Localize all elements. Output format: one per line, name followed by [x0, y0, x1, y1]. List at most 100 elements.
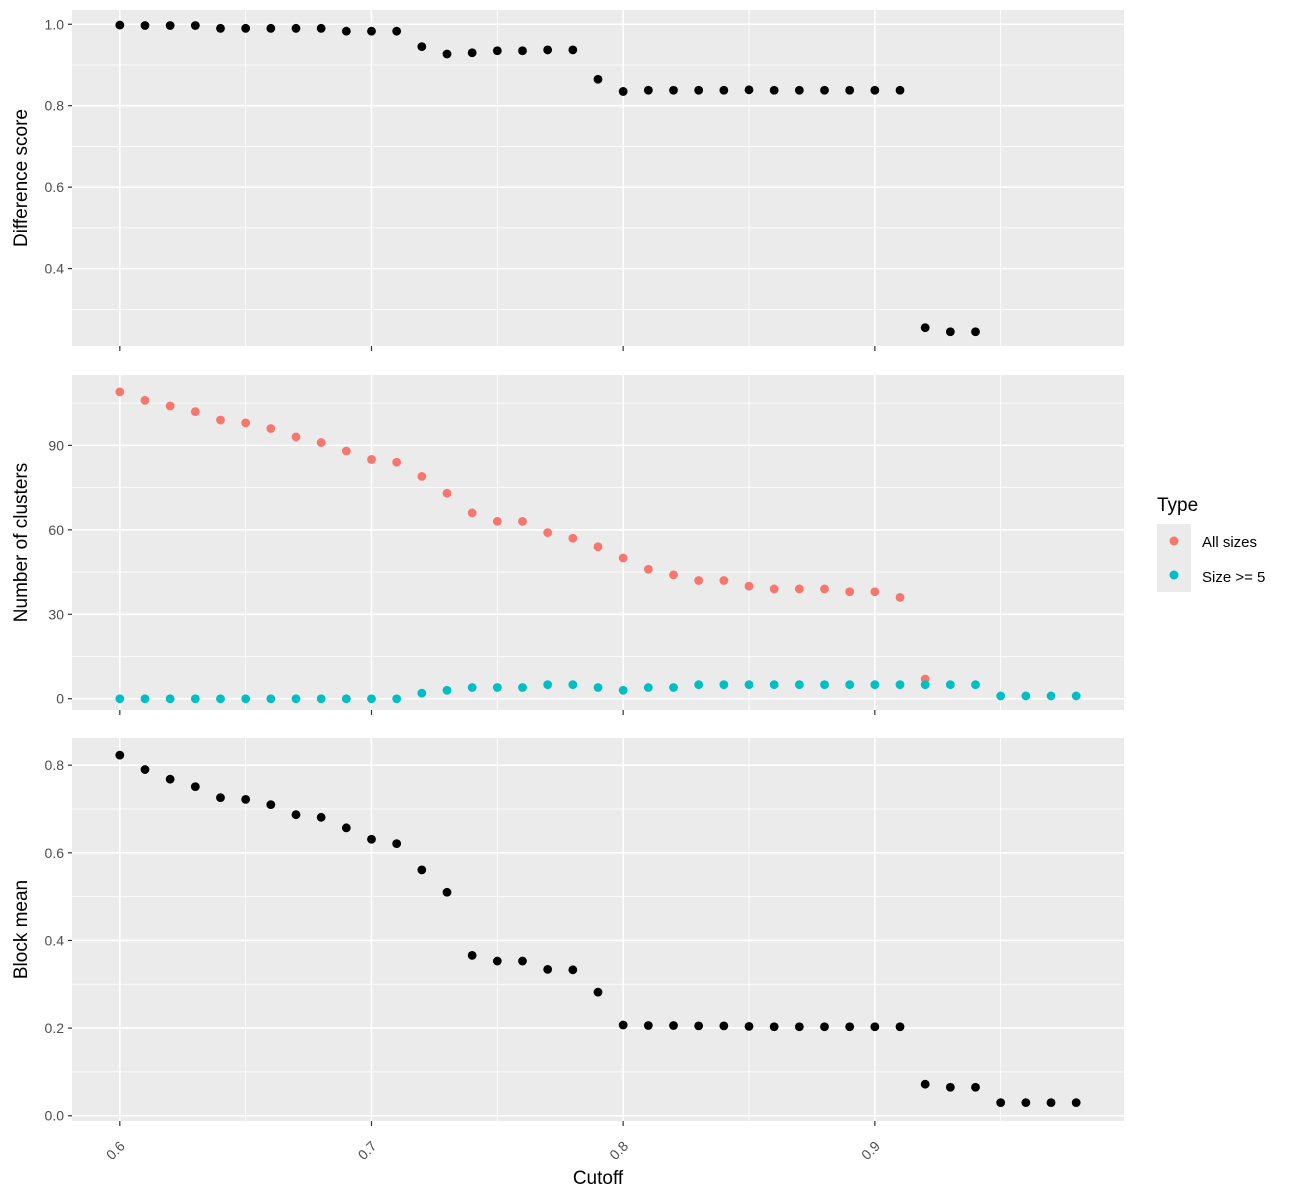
data-point-block-mean-series: [971, 1082, 980, 1092]
data-point-number-of-clusters-size-5: [467, 683, 477, 692]
data-point-number-of-clusters-size-5: [216, 694, 225, 704]
data-point-difference-score-series: [165, 21, 175, 30]
data-point-number-of-clusters-all-sizes: [367, 455, 376, 464]
legend-label-all-sizes: All sizes: [1202, 534, 1257, 551]
data-point-number-of-clusters-size-5: [442, 685, 452, 695]
data-point-number-of-clusters-size-5: [568, 680, 578, 690]
data-point-block-mean-series: [920, 1079, 930, 1089]
data-point-number-of-clusters-all-sizes: [543, 528, 553, 538]
data-point-number-of-clusters-all-sizes: [140, 395, 150, 405]
data-point-difference-score-series: [417, 42, 427, 52]
data-point-block-mean-series: [996, 1098, 1006, 1107]
data-point-difference-score-series: [467, 48, 477, 58]
data-point-number-of-clusters-all-sizes: [190, 407, 200, 416]
data-point-difference-score-series: [895, 85, 905, 95]
data-point-block-mean-series: [341, 823, 351, 833]
data-point-block-mean-series: [769, 1022, 779, 1032]
data-point-number-of-clusters-size-5: [971, 680, 980, 690]
data-point-block-mean-series: [241, 794, 251, 804]
data-point-difference-score-series: [845, 85, 855, 95]
data-point-difference-score-series: [216, 23, 225, 33]
data-point-block-mean-series: [694, 1021, 704, 1031]
data-point-number-of-clusters-all-sizes: [820, 584, 829, 594]
data-point-number-of-clusters-all-sizes: [241, 418, 251, 428]
data-point-number-of-clusters-all-sizes: [442, 488, 452, 498]
data-point-number-of-clusters-size-5: [945, 680, 955, 690]
data-point-block-mean-series: [744, 1021, 754, 1031]
data-point-number-of-clusters-size-5: [820, 680, 829, 690]
data-point-number-of-clusters-size-5: [518, 683, 527, 692]
data-point-number-of-clusters-all-sizes: [316, 438, 326, 447]
y-tick-label: 0.0: [45, 1108, 65, 1124]
data-point-number-of-clusters-all-sizes: [694, 576, 704, 585]
data-point-number-of-clusters-all-sizes: [794, 584, 804, 594]
y-tick-label: 0.4: [45, 932, 65, 948]
data-point-number-of-clusters-size-5: [895, 680, 905, 690]
data-point-number-of-clusters-all-sizes: [895, 592, 905, 602]
data-point-difference-score-series: [140, 21, 150, 30]
data-point-number-of-clusters-size-5: [291, 694, 301, 704]
data-point-block-mean-series: [1046, 1098, 1056, 1107]
x-tick-label: 0.8: [606, 1138, 631, 1163]
data-point-block-mean-series: [266, 800, 276, 810]
data-point-block-mean-series: [669, 1021, 678, 1030]
data-point-number-of-clusters-all-sizes: [165, 401, 175, 411]
data-point-difference-score-series: [316, 23, 326, 33]
data-point-number-of-clusters-all-sizes: [467, 508, 477, 518]
data-point-difference-score-series: [618, 87, 628, 96]
legend-dot-all-sizes: [1169, 536, 1179, 546]
data-point-block-mean-series: [291, 810, 301, 820]
data-point-block-mean-series: [794, 1022, 804, 1032]
data-point-block-mean-series: [643, 1021, 653, 1030]
y-axis-title-number-of-clusters: Number of clusters: [11, 463, 32, 622]
data-point-number-of-clusters-all-sizes: [643, 564, 653, 574]
data-point-difference-score-series: [392, 26, 402, 36]
legend-title: Type: [1157, 495, 1198, 516]
y-tick-label: 60: [48, 522, 64, 538]
data-point-number-of-clusters-size-5: [794, 680, 804, 690]
panel-difference-score: 0.4 0.6 0.8 1.0 Difference score: [11, 10, 1124, 351]
data-point-difference-score-series: [794, 85, 804, 95]
data-point-difference-score-series: [518, 46, 527, 56]
data-point-block-mean-series: [367, 834, 376, 844]
data-point-number-of-clusters-all-sizes: [216, 415, 225, 425]
data-point-number-of-clusters-all-sizes: [719, 576, 729, 585]
data-point-number-of-clusters-size-5: [643, 683, 653, 692]
data-point-difference-score-series: [190, 21, 200, 30]
data-point-block-mean-series: [1071, 1098, 1081, 1107]
data-point-number-of-clusters-all-sizes: [518, 516, 527, 526]
data-point-block-mean-series: [543, 964, 553, 974]
data-point-number-of-clusters-size-5: [769, 680, 779, 690]
data-point-number-of-clusters-size-5: [341, 694, 351, 704]
data-point-number-of-clusters-size-5: [669, 683, 678, 692]
data-point-number-of-clusters-size-5: [165, 694, 175, 704]
y-tick-label: 30: [48, 606, 64, 622]
data-point-number-of-clusters-all-sizes: [417, 471, 427, 481]
data-point-number-of-clusters-size-5: [543, 680, 553, 690]
data-point-number-of-clusters-all-sizes: [291, 432, 301, 442]
data-point-number-of-clusters-size-5: [694, 680, 704, 690]
data-point-number-of-clusters-size-5: [266, 694, 276, 704]
data-point-number-of-clusters-size-5: [744, 680, 754, 690]
data-point-difference-score-series: [945, 327, 955, 337]
data-point-number-of-clusters-all-sizes: [769, 584, 779, 594]
data-point-number-of-clusters-all-sizes: [568, 533, 578, 543]
data-point-number-of-clusters-all-sizes: [392, 457, 402, 467]
panel-background: [72, 738, 1124, 1121]
legend-dot-size-ge-5: [1169, 570, 1179, 580]
data-point-number-of-clusters-size-5: [719, 680, 729, 690]
data-point-block-mean-series: [316, 812, 326, 822]
data-point-difference-score-series: [669, 85, 678, 95]
data-point-difference-score-series: [744, 85, 754, 95]
y-tick-label: 0.6: [45, 179, 65, 195]
data-point-difference-score-series: [241, 23, 251, 33]
x-tick-label: 0.9: [858, 1138, 883, 1163]
data-point-block-mean-series: [719, 1021, 729, 1031]
data-point-number-of-clusters-size-5: [115, 694, 125, 704]
y-tick-label: 0.8: [45, 98, 65, 114]
data-point-number-of-clusters-all-sizes: [593, 542, 603, 552]
data-point-number-of-clusters-all-sizes: [845, 587, 855, 597]
data-point-number-of-clusters-size-5: [1021, 691, 1031, 701]
data-point-block-mean-series: [216, 793, 225, 802]
